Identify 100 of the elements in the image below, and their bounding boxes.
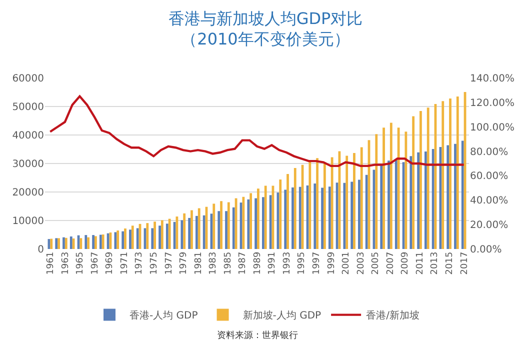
y2-tick-label: 100.00% [470,122,514,134]
bar [87,237,90,249]
x-tick-label: 2013 [430,252,440,275]
bar [154,222,156,249]
bar [220,201,222,249]
bar [160,220,164,249]
x-tick-label: 1961 [46,252,56,275]
x-tick-label: 1999 [326,252,337,275]
bar [99,234,102,249]
x-tick-label: 2009 [400,252,411,275]
bar [292,187,294,249]
x-tick-label: 1995 [297,252,308,275]
x-tick-label: 1969 [105,252,116,275]
x-tick-label: 1963 [60,252,71,275]
bar [316,158,318,249]
bar [424,152,427,249]
bar [308,160,312,249]
bar [380,165,383,249]
bar [454,144,456,249]
bar [180,220,184,249]
x-tick-label: 2003 [356,252,366,275]
bar [250,193,252,249]
bar [284,190,287,249]
x-tick-label: 1967 [90,252,100,275]
x-tick-label: 1965 [76,252,86,275]
bar [106,233,110,249]
bar [382,128,385,249]
y2-tick-label: 20.00% [470,220,508,232]
bar [124,228,126,249]
bar [365,174,368,249]
bar [225,211,228,249]
bar [94,236,97,249]
bar [412,116,415,249]
x-tick-label: 2011 [415,252,426,275]
bar [420,111,422,249]
y-tick-label: 30000 [12,159,44,170]
bar [151,228,154,249]
bar [168,218,171,249]
bar [390,122,392,249]
x-tick-label: 2015 [444,252,455,275]
y2-tick-label: 0.00% [470,244,502,256]
bar [92,235,94,249]
y-tick-label: 0 [38,244,44,256]
bar [294,168,296,249]
y-tick-label: 40000 [12,130,44,142]
x-tick-label: 1975 [150,252,160,275]
bar [202,215,206,249]
bar [218,211,220,249]
x-tick-label: 1989 [252,252,263,275]
bar [321,188,324,249]
chart-title: 香港与新加坡人均GDP对比 [168,8,363,28]
bar [254,198,257,249]
bar [269,195,272,249]
chart-subtitle: （2010年不变价美元） [181,30,350,49]
bar [461,140,464,249]
bar [336,182,338,249]
bar [80,238,82,249]
bar [158,226,161,249]
bar [346,156,348,249]
bar [227,202,230,249]
bar [394,159,398,249]
y2-tick-label: 80.00% [470,146,508,158]
x-tick-label: 2005 [371,252,382,275]
bar [50,238,53,249]
bar [129,230,132,249]
bar [404,132,408,249]
bar [432,148,434,249]
bar [358,180,360,249]
bar [323,162,326,249]
x-tick-label: 1971 [120,252,130,275]
bar [353,152,356,249]
x-tick-label: 1973 [134,252,145,275]
bar [328,186,331,249]
bar [330,157,334,249]
bar [360,147,363,249]
y-tick-label: 50000 [12,102,44,113]
bar [173,222,176,249]
bar [456,96,459,249]
y-tick-label: 10000 [12,216,44,227]
x-tick-label: 2007 [386,252,396,275]
bar [442,101,444,249]
bar [116,230,120,249]
bar [375,134,378,249]
bar [190,210,193,249]
bar [343,182,346,249]
bar [397,128,400,249]
x-tick-label: 1979 [179,252,190,275]
bar [70,236,72,249]
bar [262,197,264,249]
x-tick-label: 1983 [208,252,219,275]
bar [286,174,289,249]
x-tick-label: 1985 [223,252,234,275]
bar [188,218,191,249]
line-series [49,95,465,168]
bar [58,238,60,249]
bar [55,238,58,249]
x-tick-label: 2001 [342,252,352,275]
text: 资料来源：世界银行 [217,330,298,341]
bar [388,160,390,249]
bar [102,234,104,249]
